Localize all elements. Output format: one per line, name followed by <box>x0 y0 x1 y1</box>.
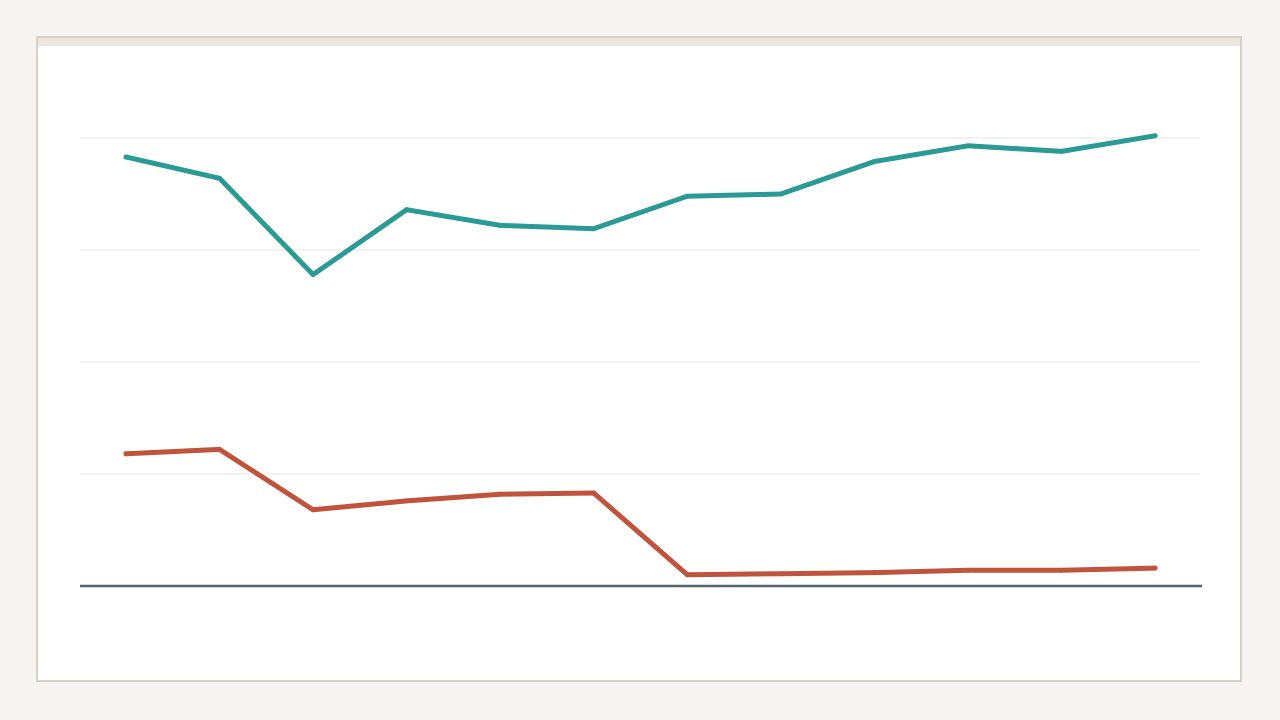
series-1-point-6 <box>591 226 597 232</box>
series-1-point-3 <box>310 272 316 278</box>
series-1-point-1 <box>123 154 129 160</box>
series-2-point-10 <box>965 567 971 573</box>
series-2-point-2 <box>217 446 223 452</box>
gridlines <box>80 137 1200 475</box>
series-2-point-7 <box>684 572 690 578</box>
series-2-line <box>123 446 1158 578</box>
series-1-point-9 <box>871 159 877 165</box>
series-2-point-9 <box>871 570 877 576</box>
chart-card <box>36 36 1242 682</box>
series-2-point-6 <box>591 490 597 496</box>
series-1-point-5 <box>497 222 503 228</box>
series-lines <box>123 133 1158 578</box>
series-1-point-4 <box>404 207 410 213</box>
series-2-point-4 <box>404 498 410 504</box>
series-1-point-10 <box>965 143 971 149</box>
card-top-bar <box>38 38 1240 46</box>
series-1-point-8 <box>778 191 784 197</box>
series-2-point-11 <box>1058 567 1064 573</box>
series-2-point-3 <box>310 507 316 513</box>
series-1-point-7 <box>684 193 690 199</box>
series-2-point-12 <box>1152 565 1158 571</box>
series-1-point-12 <box>1152 133 1158 139</box>
series-2-point-8 <box>778 571 784 577</box>
series-2-point-5 <box>497 491 503 497</box>
series-1-line <box>123 133 1158 278</box>
series-1-point-2 <box>217 175 223 181</box>
series-2-point-1 <box>123 451 129 457</box>
series-1-point-11 <box>1058 148 1064 154</box>
